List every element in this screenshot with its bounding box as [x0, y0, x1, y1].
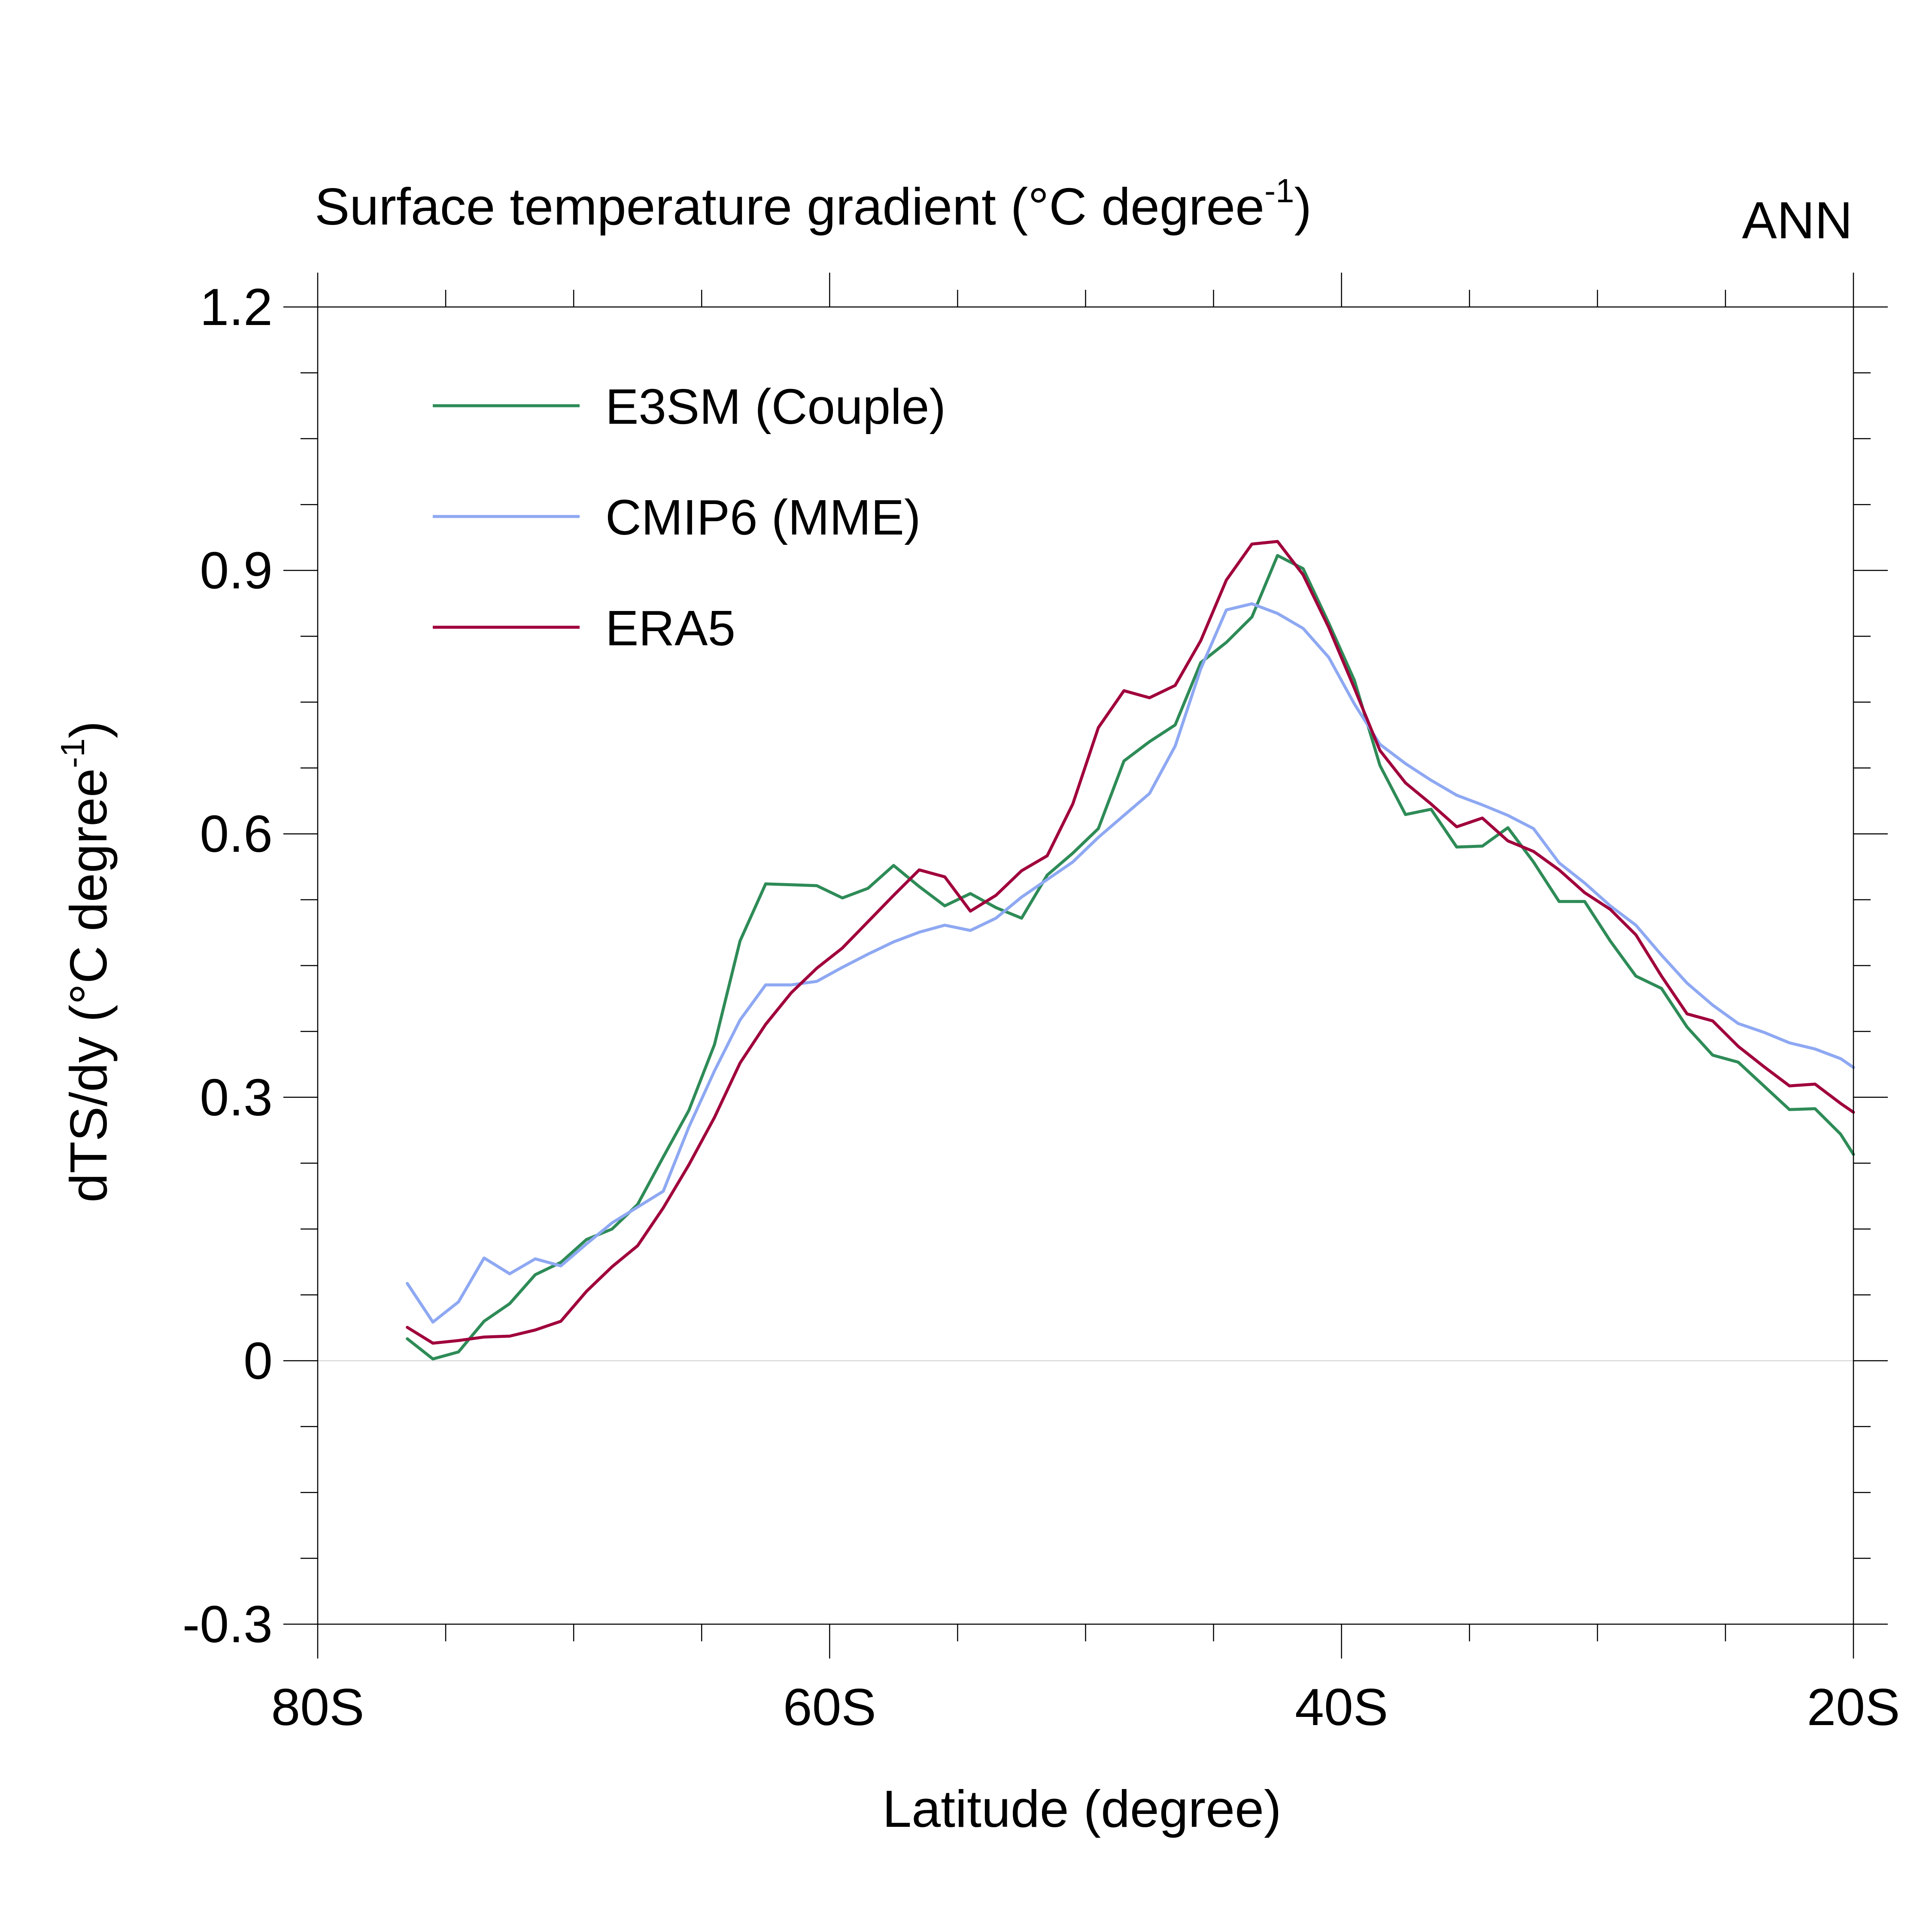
- y-tick-label: 0: [243, 1331, 273, 1390]
- chart-title-main: Surface temperature gradient (°C degree: [315, 177, 1264, 236]
- series-line-e3sm-couple: [406, 554, 1855, 1361]
- series-line-cmip6-mme: [406, 602, 1855, 1324]
- chart-title-superscript: -1: [1264, 172, 1294, 210]
- legend-label-e3sm-couple: E3SM (Couple): [605, 379, 946, 434]
- y-axis-label-end: ): [59, 721, 118, 738]
- y-tick-label: 0.6: [200, 805, 273, 863]
- legend-label-cmip6-mme: CMIP6 (MME): [605, 489, 921, 545]
- y-tick-label: 0.3: [200, 1068, 273, 1127]
- x-tick-label: 80S: [271, 1678, 364, 1736]
- y-tick-label: 1.2: [200, 278, 273, 336]
- series-lines: [406, 540, 1855, 1361]
- y-axis-label-superscript: -1: [54, 738, 91, 768]
- tick-marks: [283, 273, 1888, 1659]
- x-tick-label: 60S: [783, 1678, 876, 1736]
- x-tick-label: 40S: [1295, 1678, 1388, 1736]
- legend-label-era5: ERA5: [605, 600, 735, 656]
- chart-title: Surface temperature gradient (°C degree-…: [315, 172, 1312, 236]
- y-axis-label-main: dTS/dy (°C degree: [59, 768, 118, 1203]
- plot-frame: [317, 306, 1854, 1625]
- tick-labels: -0.3 0 0.3 0.6 0.9 1.2 80S 60S 40S 20S: [182, 278, 1900, 1736]
- season-label: ANN: [1742, 191, 1853, 249]
- y-tick-label: 0.9: [200, 541, 273, 600]
- x-axis-label: Latitude (degree): [882, 1780, 1281, 1838]
- y-tick-label: -0.3: [182, 1595, 273, 1653]
- y-axis-label: dTS/dy (°C degree-1): [54, 721, 118, 1203]
- x-tick-label: 20S: [1807, 1678, 1900, 1736]
- legend: E3SM (Couple) CMIP6 (MME) ERA5: [433, 379, 946, 656]
- series-line-era5: [406, 540, 1855, 1345]
- chart-title-end: ): [1294, 177, 1312, 236]
